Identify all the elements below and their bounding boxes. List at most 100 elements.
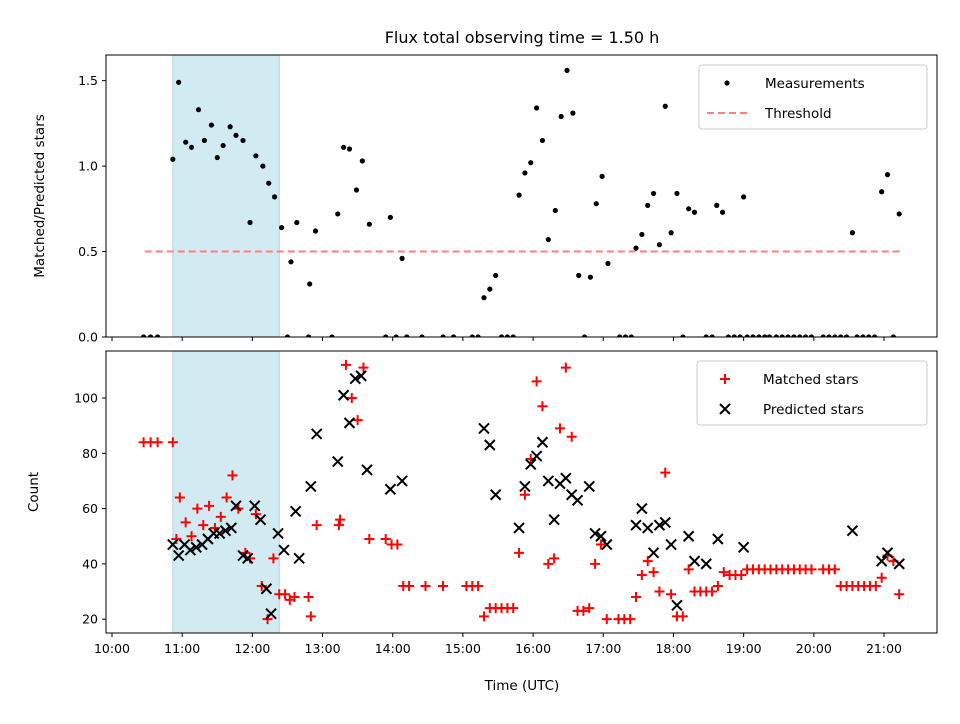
y-tick-label: 60 [82, 501, 98, 516]
predicted-point [478, 422, 490, 435]
predicted-point [293, 552, 305, 565]
matched-point [303, 592, 314, 603]
predicted-point [659, 516, 671, 529]
measurement-point [662, 103, 668, 109]
predicted-point [881, 547, 894, 559]
x-tick-label: 13:00 [305, 641, 341, 656]
matched-point [256, 581, 267, 591]
x-axis-label: Time (UTC) [484, 678, 560, 694]
measurement-point [581, 334, 588, 337]
measurement-point [639, 231, 645, 238]
matched-point [167, 437, 178, 448]
predicted-point [583, 480, 595, 493]
series-measurements [140, 67, 902, 337]
y-tick-label: 40 [82, 556, 98, 571]
predicted-point [642, 522, 654, 534]
predicted-point [484, 439, 496, 451]
matched-point [473, 581, 484, 591]
predicted-point [647, 547, 660, 559]
measurement-point [266, 180, 272, 186]
matched-point [718, 567, 729, 578]
measurement-point [176, 79, 182, 85]
matched-point [590, 558, 601, 569]
measurement-point [570, 110, 576, 116]
predicted-point [355, 370, 367, 382]
measurement-point [545, 236, 551, 243]
measurement-point [170, 156, 176, 162]
measurement-point [826, 334, 832, 337]
predicted-point [213, 527, 226, 540]
predicted-point [893, 558, 905, 570]
measurement-point [633, 245, 639, 251]
measurement-point [860, 334, 866, 337]
measurement-point [366, 221, 372, 227]
predicted-point [241, 552, 254, 565]
predicted-point [337, 389, 350, 401]
x-tick-label: 12:00 [234, 641, 270, 656]
matched-point [305, 611, 316, 622]
count-legend: Matched stars Predicted stars [696, 360, 928, 426]
measurement-point [504, 334, 510, 337]
matched-point [250, 509, 261, 520]
matched-point [829, 564, 840, 575]
x-tick-label: 18:00 [655, 641, 691, 656]
measurement-point [201, 137, 208, 144]
predicted-point [349, 372, 362, 385]
predicted-point [225, 522, 238, 534]
measurement-point [188, 144, 195, 150]
measurement-point [140, 334, 147, 337]
predicted-point [396, 475, 408, 487]
y-tick-label: 0.5 [78, 244, 98, 259]
measurement-point [335, 211, 341, 217]
predicted-point [248, 500, 261, 512]
measurement-point [879, 189, 885, 195]
matched-point [311, 520, 322, 531]
measurement-point [450, 334, 457, 337]
matched-point [364, 534, 375, 544]
matched-point [631, 592, 642, 603]
measurement-point [148, 334, 154, 337]
matched-point [280, 589, 291, 600]
matched-point [578, 605, 589, 616]
y-tick-label: 1.0 [78, 159, 98, 174]
measurement-point [399, 255, 405, 261]
predicted-point [305, 480, 317, 493]
matched-point [186, 531, 197, 542]
predicted-point [560, 472, 572, 484]
measurement-point [260, 163, 266, 169]
measurement-point [227, 124, 233, 130]
predicted-point [671, 599, 683, 612]
measurement-point [703, 334, 709, 337]
measurement-point [674, 190, 680, 197]
measurement-point [691, 209, 698, 215]
matched-point [531, 376, 542, 387]
measurement-point [155, 334, 161, 337]
x-tick-label: 20:00 [796, 641, 832, 656]
predicted-point [519, 480, 531, 493]
measurement-point [737, 334, 743, 337]
predicted-point [272, 527, 284, 540]
legend-label: Matched stars [763, 372, 859, 388]
measurement-point [762, 334, 768, 337]
predicted-point [595, 530, 607, 542]
predicted-point [571, 494, 584, 507]
measurement-point [214, 154, 220, 161]
matched-point [420, 581, 431, 591]
matched-point [554, 423, 565, 434]
measurement-point [843, 334, 850, 337]
matched-point [514, 547, 525, 558]
ratio-legend: Measurements Threshold [698, 64, 928, 130]
predicted-point [682, 530, 695, 542]
predicted-point [653, 519, 666, 531]
measurement-point [872, 334, 878, 337]
predicted-point [530, 450, 543, 462]
matched-point [876, 572, 887, 583]
predicted-point [310, 428, 323, 440]
measurement-point [279, 225, 285, 231]
x-tick-label: 10:00 [94, 641, 130, 656]
measurement-point [558, 113, 564, 120]
ratio-panel: 0.0 0.5 1.0 1.5 Matched/Predicted stars Measu… [32, 54, 938, 345]
predicted-point [846, 524, 859, 537]
matched-point [333, 520, 344, 531]
